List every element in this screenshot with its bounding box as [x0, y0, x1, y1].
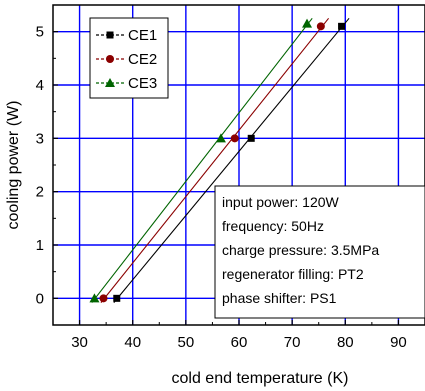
legend-label-ce1: CE1 [128, 27, 157, 44]
parameter-line: charge pressure: 3.5MPa [222, 242, 379, 258]
data-point-ce2 [316, 22, 325, 31]
x-tick-labels: 30 40 50 60 70 80 90 [71, 334, 407, 351]
legend-box [89, 17, 169, 99]
x-tick-label: 90 [390, 334, 407, 351]
x-tick-label: 50 [178, 334, 195, 351]
parameter-line: phase shifter: PS1 [222, 290, 337, 306]
legend: CE1 CE2 CE3 [89, 17, 169, 99]
data-point-ce1 [113, 294, 121, 302]
parameter-line: frequency: 50Hz [222, 218, 324, 234]
x-tick-label: 60 [231, 334, 248, 351]
data-point-ce1 [247, 134, 255, 142]
x-axis-title: cold end temperature (K) [172, 370, 349, 387]
legend-marker-ce2 [106, 55, 114, 63]
data-point-ce2 [99, 294, 108, 303]
y-tick-label: 1 [36, 237, 44, 254]
y-tick-label: 5 [36, 24, 44, 41]
legend-marker-ce1 [106, 31, 114, 39]
y-tick-labels: 0 1 2 3 4 5 [36, 24, 44, 308]
x-tick-label: 80 [337, 334, 354, 351]
parameter-box-frame [214, 185, 425, 319]
y-tick-label: 3 [36, 130, 44, 147]
legend-label-ce2: CE2 [128, 51, 157, 68]
y-tick-label: 4 [36, 77, 44, 94]
x-tick-label: 70 [284, 334, 301, 351]
series-line-ce2 [100, 17, 330, 303]
series-line-ce3 [91, 17, 313, 303]
data-point-ce1 [338, 22, 346, 30]
x-tick-label: 30 [71, 334, 88, 351]
series-line-ce1 [113, 17, 350, 303]
legend-label-ce3: CE3 [128, 75, 157, 92]
parameter-line: input power: 120W [222, 194, 340, 210]
y-tick-label: 2 [36, 184, 44, 201]
parameter-box: input power: 120W frequency: 50Hz charge p… [214, 185, 425, 319]
data-point-ce3 [302, 18, 313, 28]
series-lines [91, 17, 350, 303]
series-markers [89, 18, 346, 303]
y-tick-label: 0 [36, 290, 44, 307]
legend-marker-ce3 [105, 78, 115, 87]
x-tick-label: 40 [124, 334, 141, 351]
data-point-ce2 [230, 134, 239, 143]
y-axis-title: cooling power (W) [5, 101, 22, 230]
data-point-ce3 [215, 133, 226, 143]
axis-ticks [53, 4, 425, 326]
data-point-ce3 [89, 293, 100, 303]
parameter-line: regenerator filling: PT2 [222, 266, 364, 282]
